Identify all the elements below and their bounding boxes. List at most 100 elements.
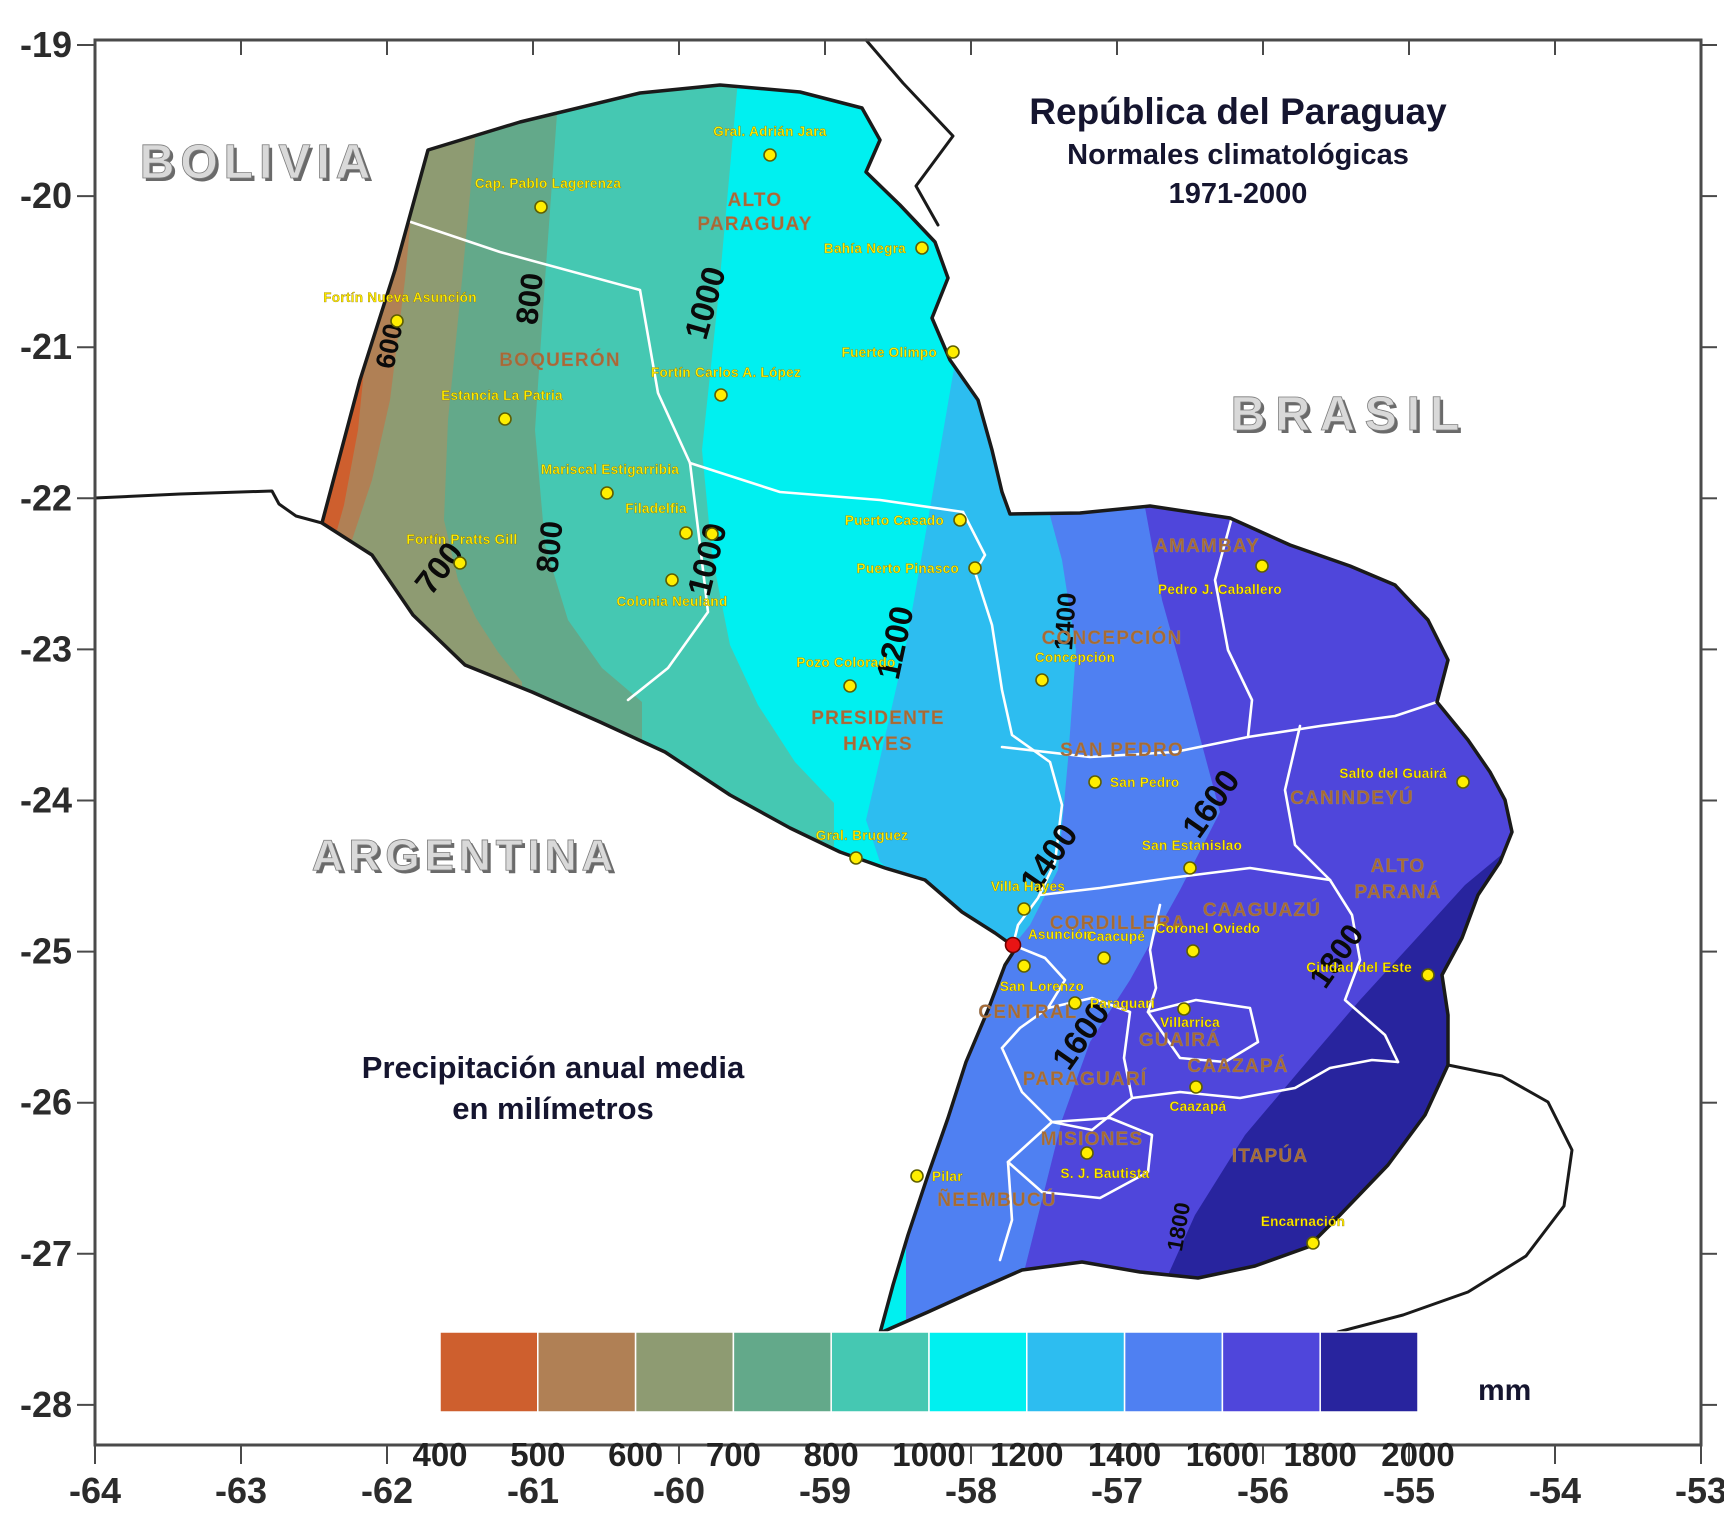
station-label: Gral. Bruguez (816, 828, 908, 843)
department-label: CANINDEYÚ (1290, 787, 1414, 809)
y-axis-label: -22 (20, 477, 72, 518)
station-marker (1421, 968, 1435, 982)
department-border-line (1213, 515, 1254, 739)
station-label: Salto del Guairá (1339, 766, 1447, 781)
contour-label-1400: 1400 (1048, 591, 1082, 651)
department-label: MISIONES (1041, 1129, 1144, 1150)
department-border-line (1000, 943, 1067, 1050)
station-marker (1255, 559, 1269, 573)
legend-value: 1200 (990, 1436, 1063, 1473)
department-border-line (626, 461, 710, 702)
legend-value: 2000 (1381, 1436, 1454, 1473)
x-axis-label: -60 (653, 1470, 705, 1511)
department-label: AMAMBAY (1154, 536, 1260, 557)
station-label: Pilar (932, 1169, 963, 1184)
station-label: Bahía Negra (824, 241, 906, 256)
department-border-line (1283, 724, 1332, 882)
svg-text:BRASIL: BRASIL (1231, 388, 1470, 441)
station-label: Villa Hayes (991, 879, 1065, 894)
station-marker (1183, 861, 1197, 875)
station-label: Fortín Carlos A. López (651, 365, 801, 380)
station-marker (600, 486, 614, 500)
country-label-brasil: BRASIL BRASIL (1230, 388, 1470, 444)
station-marker (1088, 775, 1102, 789)
department-label: ALTO (1371, 856, 1426, 877)
station-label: Encarnación (1261, 1214, 1345, 1229)
department-label: CAAGUAZÚ (1203, 899, 1321, 921)
legend-swatch-800-1000 (830, 1331, 930, 1413)
department-label: ALTO (728, 190, 783, 211)
map-subtitle-line2: en milímetros (452, 1091, 654, 1126)
country-label-argentina: ARGENTINA ARGENTINA (311, 831, 622, 883)
x-axis-label: -57 (1091, 1470, 1143, 1511)
country-label-bolivia: BOLIVIA BOLIVIA (139, 136, 377, 192)
department-label: CAAZAPÁ (1187, 1055, 1288, 1077)
department-label: HAYES (843, 734, 913, 755)
station-marker (679, 526, 693, 540)
country-border-line (1336, 1063, 1574, 1334)
station-label: Caacupé (1087, 929, 1146, 944)
y-axis-label: -19 (20, 24, 72, 65)
precip-band-600-700 (322, 85, 522, 1333)
station-label: Colonia Neuland (616, 594, 727, 609)
department-label: PRESIDENTE (811, 708, 944, 729)
paraguay-outline (320, 83, 1514, 1335)
station-marker (1097, 951, 1111, 965)
contour-label-800: 800 (509, 271, 550, 327)
department-border-line (1006, 1116, 1154, 1200)
station-label: San Lorenzo (1000, 979, 1084, 994)
station-label: San Estanislao (1142, 838, 1242, 853)
country-border-line (93, 489, 324, 525)
department-label: CORDILLERA (1050, 913, 1187, 934)
station-label: S. J. Bautista (1061, 1166, 1150, 1181)
map-title-sub: Normales climatológicas (1067, 139, 1409, 171)
legend-value: 1600 (1186, 1436, 1259, 1473)
station-label: Fuerte Olimpo (842, 345, 937, 360)
y-axis-label: -28 (20, 1384, 72, 1425)
x-axis-label: -53 (1675, 1470, 1724, 1511)
station-marker (1306, 1236, 1320, 1250)
station-marker (390, 314, 404, 328)
legend-swatch-400-500 (439, 1331, 539, 1413)
legend-value: 600 (608, 1436, 663, 1473)
station-label: Mariscal Estigarribia (541, 462, 680, 477)
station-marker (714, 388, 728, 402)
legend-value: 800 (804, 1436, 859, 1473)
x-axis-label: -64 (69, 1470, 121, 1511)
legend-swatch-1600-1800 (1221, 1331, 1321, 1413)
department-label: PARAGUAY (697, 214, 812, 235)
x-axis-label: -55 (1383, 1470, 1435, 1511)
station-label: Puerto Pinasco (857, 561, 959, 576)
department-border-line (1328, 878, 1400, 1064)
y-axis-label: -21 (20, 326, 72, 367)
svg-text:ARGENTINA: ARGENTINA (312, 831, 619, 880)
station-label: Puerto Casado (845, 513, 944, 528)
y-axis-label: -25 (20, 931, 72, 972)
station-marker (1456, 775, 1470, 789)
station-label: Gral. Adrián Jara (713, 124, 827, 139)
station-label: Asunción (1028, 927, 1092, 942)
station-label: Estancia La Patria (441, 388, 563, 403)
station-label: San Pedro (1110, 775, 1179, 790)
department-label: CENTRAL (978, 1002, 1077, 1023)
stations-layer: Gral. Adrián Jara Cap. Pablo Lagerenza Bah… (323, 124, 1470, 1250)
station-label: Concepción (1035, 650, 1115, 665)
legend-swatch-700-800 (732, 1331, 832, 1413)
department-label: ÑEEMBUCÚ (937, 1189, 1056, 1211)
svg-text:ARGENTINA: ARGENTINA (315, 834, 622, 883)
station-marker (1017, 959, 1031, 973)
y-axis-label: -27 (20, 1233, 72, 1274)
station-label: Filadelfia (625, 501, 687, 516)
svg-text:BOLIVIA: BOLIVIA (140, 136, 377, 189)
y-axis-label: -20 (20, 175, 72, 216)
station-marker (849, 851, 863, 865)
map-subtitle-line1: Precipitación anual media (362, 1050, 745, 1085)
department-border-line (998, 1160, 1014, 1262)
legend-swatch-1800-2000 (1319, 1331, 1419, 1413)
station-label: Cap. Pablo Lagerenza (475, 176, 621, 191)
department-label: GUAIRÁ (1139, 1029, 1221, 1051)
legend-value: 1800 (1283, 1436, 1356, 1473)
map-title-period: 1971-2000 (1169, 178, 1308, 210)
